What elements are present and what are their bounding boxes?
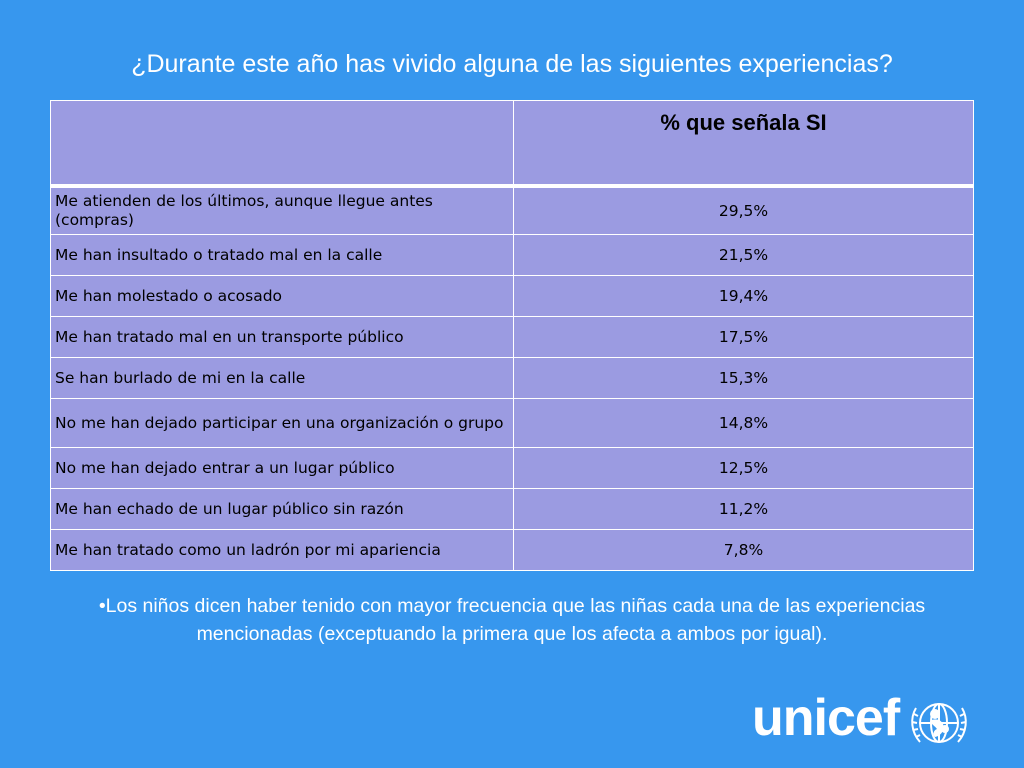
row-value: 11,2% [513, 488, 974, 530]
row-value: 7,8% [513, 529, 974, 571]
table-row: Me han molestado o acosado 19,4% [50, 275, 974, 317]
table-row: No me han dejado participar en una organ… [50, 398, 974, 448]
row-label: No me han dejado entrar a un lugar públi… [50, 447, 514, 489]
footnote: •Los niños dicen haber tenido con mayor … [98, 595, 926, 645]
row-label: Me atienden de los últimos, aunque llegu… [50, 185, 514, 235]
row-label: No me han dejado participar en una organ… [50, 398, 514, 448]
row-value: 21,5% [513, 234, 974, 276]
unicef-logo: unicef [752, 689, 974, 754]
table-row: Se han burlado de mi en la calle 15,3% [50, 357, 974, 399]
row-label: Me han molestado o acosado [50, 275, 514, 317]
header-blank-cell [50, 100, 514, 188]
table-header-row: % que señala SI [50, 100, 974, 188]
row-label: Me han insultado o tratado mal en la cal… [50, 234, 514, 276]
row-value: 15,3% [513, 357, 974, 399]
table-row: Me han insultado o tratado mal en la cal… [50, 234, 974, 276]
row-value: 12,5% [513, 447, 974, 489]
table-row: No me han dejado entrar a un lugar públi… [50, 447, 974, 489]
row-value: 29,5% [513, 185, 974, 235]
row-value: 17,5% [513, 316, 974, 358]
table-row: Me han echado de un lugar público sin ra… [50, 488, 974, 530]
row-label: Me han tratado mal en un transporte públ… [50, 316, 514, 358]
survey-table: % que señala SI Me atienden de los últim… [50, 100, 974, 571]
slide-title: ¿Durante este año has vivido alguna de l… [131, 50, 893, 78]
unicef-emblem-icon [911, 703, 967, 743]
row-label: Me han echado de un lugar público sin ra… [50, 488, 514, 530]
table-row: Me han tratado mal en un transporte públ… [50, 316, 974, 358]
table-row: Me han tratado como un ladrón por mi apa… [50, 529, 974, 571]
logo-wordmark: unicef [752, 689, 900, 747]
row-label: Se han burlado de mi en la calle [50, 357, 514, 399]
row-label: Me han tratado como un ladrón por mi apa… [50, 529, 514, 571]
header-percent-cell: % que señala SI [513, 100, 974, 188]
row-value: 19,4% [513, 275, 974, 317]
row-value: 14,8% [513, 398, 974, 448]
table-row: Me atienden de los últimos, aunque llegu… [50, 185, 974, 235]
